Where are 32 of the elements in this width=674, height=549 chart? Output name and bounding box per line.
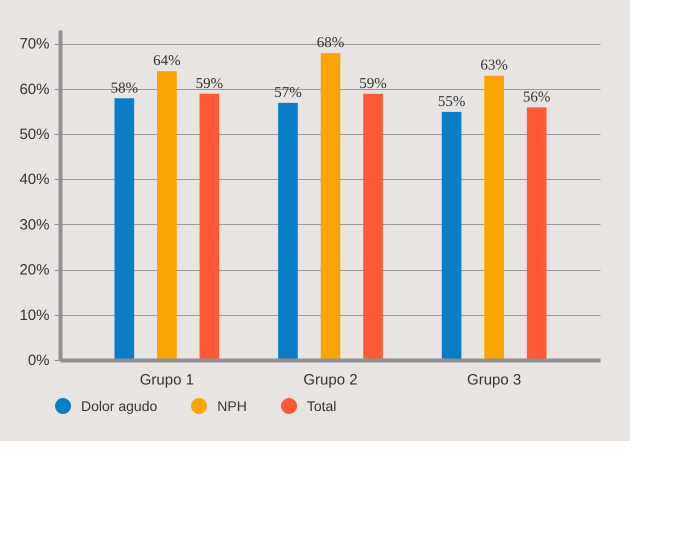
y-tick-label: 30% [19, 216, 50, 234]
text: 64% [153, 53, 181, 70]
text: 59% [359, 76, 387, 92]
y-tick-label: 60% [19, 80, 50, 98]
x-tick-label: Grupo 3 [467, 372, 522, 388]
text: 63% [480, 58, 508, 74]
x-tick-label: Grupo 2 [303, 372, 358, 388]
y-tick-label: 40% [19, 171, 50, 188]
text: 59% [196, 76, 224, 92]
y-tick-label: 20% [19, 262, 50, 279]
bar [278, 102, 298, 360]
bar [442, 112, 462, 360]
bar [157, 71, 177, 360]
text: 68% [316, 35, 344, 52]
bar [200, 94, 220, 360]
bar [363, 94, 383, 360]
bar [320, 53, 340, 360]
legend-label: NPH [217, 397, 247, 416]
bar [526, 107, 546, 360]
text: 55% [438, 94, 466, 110]
y-tick-label: 0% [28, 352, 50, 369]
text: 58% [110, 80, 138, 96]
text: 56% [522, 89, 550, 106]
y-tick-label: 70% [19, 36, 50, 53]
text: 57% [274, 84, 302, 101]
bar [114, 98, 134, 360]
x-tick-label: Grupo 1 [140, 372, 194, 388]
bar [484, 76, 504, 360]
legend-label: Total [306, 397, 336, 416]
y-tick-label: 10% [19, 306, 50, 324]
legend-label: Dolor agudo [81, 397, 158, 416]
y-tick-label: 50% [19, 126, 50, 143]
